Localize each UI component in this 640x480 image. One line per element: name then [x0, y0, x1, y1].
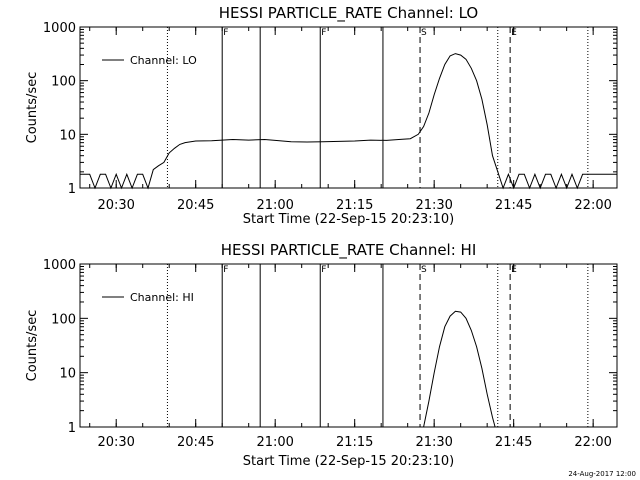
x-tick-label: 21:30 [415, 435, 452, 450]
event-marker-label: F [223, 28, 228, 38]
x-tick-label: 20:45 [177, 198, 214, 213]
y-tick-label: 1 [68, 421, 76, 436]
event-marker-label: F [321, 28, 326, 38]
chart-title: HESSI PARTICLE_RATE Channel: LO [219, 4, 478, 23]
chart-title: HESSI PARTICLE_RATE Channel: HI [221, 241, 477, 260]
x-tick-label: 21:45 [495, 198, 532, 213]
plot-frame [79, 26, 618, 189]
x-tick-label: 22:00 [574, 435, 611, 450]
x-tick-label: 21:15 [336, 435, 373, 450]
x-tick-label: 20:30 [97, 198, 134, 213]
x-axis-label: Start Time (22-Sep-15 20:23:10) [243, 454, 454, 469]
x-tick-label: 21:15 [336, 198, 373, 213]
y-tick-label: 1000 [43, 21, 76, 36]
x-tick-label: 20:30 [97, 435, 134, 450]
x-tick-label: 21:45 [495, 435, 532, 450]
x-axis-label: Start Time (22-Sep-15 20:23:10) [243, 212, 454, 227]
plot-frame [79, 263, 618, 428]
x-tick-label: 21:00 [256, 435, 293, 450]
series-line [423, 310, 496, 428]
series-line [80, 53, 617, 190]
y-axis-label: Counts/sec [25, 310, 40, 382]
legend-label: Channel: LO [130, 54, 197, 67]
y-axis-label: Counts/sec [25, 72, 40, 144]
event-marker-label: E [511, 265, 517, 275]
event-marker-label: S [421, 28, 427, 38]
y-tick-label: 100 [51, 75, 76, 90]
y-tick-label: 10 [59, 367, 76, 382]
footer-timestamp: 24-Aug-2017 12:00 [568, 470, 636, 478]
event-marker-label: F [321, 265, 326, 275]
legend-label: Channel: HI [130, 291, 194, 304]
x-tick-label: 22:00 [574, 198, 611, 213]
event-marker-label: F [223, 265, 228, 275]
y-tick-label: 1000 [43, 258, 76, 273]
y-tick-label: 10 [59, 128, 76, 143]
event-marker-label: E [511, 28, 517, 38]
x-tick-label: 21:30 [415, 198, 452, 213]
event-marker-label: S [421, 265, 427, 275]
x-tick-label: 20:45 [177, 435, 214, 450]
x-tick-label: 21:00 [256, 198, 293, 213]
y-tick-label: 1 [68, 182, 76, 197]
y-tick-label: 100 [51, 312, 76, 327]
